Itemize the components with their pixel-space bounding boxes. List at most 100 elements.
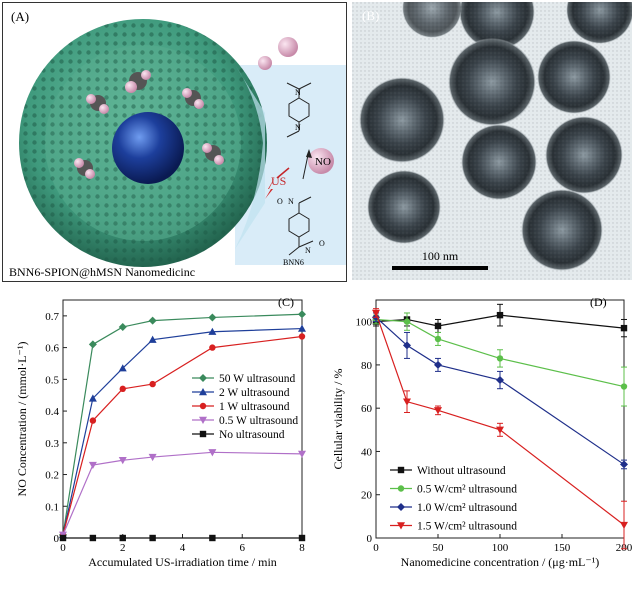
atom-n1: N xyxy=(295,88,301,97)
data-point xyxy=(149,534,156,542)
data-point xyxy=(434,335,442,343)
schematic-illustration: (A) NO xyxy=(9,9,346,279)
us-label: US xyxy=(271,174,286,188)
schematic-caption: BNN6-SPION@hMSN Nanomedicinc xyxy=(9,265,195,279)
data-point xyxy=(88,340,97,349)
data-point xyxy=(298,534,306,542)
atom-n2: N xyxy=(295,123,301,132)
no-molecule xyxy=(278,37,298,57)
panel-b-label: (B) xyxy=(362,8,379,23)
legend-entry: 2 W ultrasound xyxy=(219,387,290,399)
x-tick-label: 100 xyxy=(492,542,509,554)
tem-micrograph: (B) 100 nm xyxy=(352,2,632,280)
data-point xyxy=(620,324,628,332)
y-tick-label: 0.6 xyxy=(45,343,59,355)
x-tick-label: 50 xyxy=(433,542,445,554)
data-point xyxy=(496,376,504,385)
data-point xyxy=(403,398,411,406)
y-tick-label: 0.2 xyxy=(45,470,59,482)
series-4 xyxy=(372,308,628,550)
legend-marker xyxy=(397,466,405,474)
series-line xyxy=(62,335,303,535)
data-point xyxy=(434,360,442,369)
data-point xyxy=(149,380,156,388)
scale-bar xyxy=(392,266,488,270)
data-point xyxy=(403,318,411,325)
x-axis-label: Nanomedicine concentration / (μg·mL⁻¹) xyxy=(401,555,600,569)
legend-marker xyxy=(199,416,207,424)
data-point xyxy=(208,449,217,457)
data-point xyxy=(118,364,127,372)
data-point xyxy=(88,394,97,402)
x-axis-label: Accumulated US-irradiation time / min xyxy=(88,555,277,569)
series-4 xyxy=(59,449,306,539)
legend-entry: 1.0 W/cm² ultrasound xyxy=(417,502,517,514)
data-point xyxy=(148,453,157,462)
y-tick-label: 100 xyxy=(356,317,373,329)
series-1 xyxy=(372,303,628,338)
legend-marker xyxy=(397,503,405,511)
data-point xyxy=(119,534,126,542)
no-label: NO xyxy=(315,156,331,168)
legend-marker xyxy=(397,485,405,492)
y-axis-label: Cellular viability / % xyxy=(331,369,345,470)
data-point xyxy=(620,383,628,390)
legend-entry: 1 W ultrasound xyxy=(219,401,290,413)
panel-a-label: (A) xyxy=(11,9,29,24)
y-tick-label: 60 xyxy=(361,403,373,415)
panel-c-chart: 0 2 4 6 8 0 0.1 0.2 0.3 0.4 0.5 0.6 0.7 Accumulated U… xyxy=(0,288,312,585)
y-tick-label: 0.7 xyxy=(45,311,59,323)
legend-entry: 0.5 W/cm² ultrasound xyxy=(417,484,517,496)
data-point xyxy=(208,327,217,335)
x-tick-label: 4 xyxy=(180,542,186,554)
data-point xyxy=(119,385,126,393)
data-point xyxy=(118,322,127,331)
y-tick-label: 20 xyxy=(361,490,373,502)
data-point xyxy=(89,417,97,424)
no-release-chart: 0 2 4 6 8 0 0.1 0.2 0.3 0.4 0.5 0.6 0.7 Accumulated U… xyxy=(15,295,306,569)
scale-bar-label: 100 nm xyxy=(422,249,459,263)
bnn6-structure xyxy=(286,82,314,256)
x-tick-label: 8 xyxy=(299,542,305,554)
panel-c-label: (C) xyxy=(278,295,294,309)
data-point xyxy=(620,460,628,469)
data-point xyxy=(403,341,411,350)
y-axis-label: NO Concentration / (mmol·L⁻¹) xyxy=(15,342,29,497)
x-tick-label: 2 xyxy=(120,542,126,554)
legend-entry: 50 W ultrasound xyxy=(219,373,295,385)
y-tick-label: 0.1 xyxy=(45,501,59,513)
data-point xyxy=(208,313,217,322)
bnn6-label: BNN6 xyxy=(283,258,304,267)
legend-marker xyxy=(199,374,207,382)
data-point xyxy=(209,534,216,542)
x-tick-label: 6 xyxy=(240,542,246,554)
legend-entry: 1.5 W/cm² ultrasound xyxy=(417,521,517,533)
data-point xyxy=(89,534,97,542)
series-line xyxy=(62,327,303,535)
legend-entry: No ultrasound xyxy=(219,429,285,441)
atom-o2: O xyxy=(319,239,325,248)
atom-o1: O xyxy=(277,197,283,206)
series-3 xyxy=(372,312,628,470)
data-point xyxy=(148,316,157,325)
panel-a-schematic: (A) NO xyxy=(2,2,347,282)
y-tick-label: 0.5 xyxy=(45,374,59,386)
legend-entry: 0.5 W ultrasound xyxy=(219,415,298,427)
y-tick-label: 80 xyxy=(361,360,373,372)
series-line xyxy=(62,313,303,535)
data-point xyxy=(88,461,97,470)
y-tick-label: 0.4 xyxy=(45,406,59,418)
x-tick-label: 150 xyxy=(554,542,571,554)
y-tick-label: 0.3 xyxy=(45,438,59,450)
data-point xyxy=(496,355,504,362)
legend-marker xyxy=(199,388,207,396)
y-tick-label: 40 xyxy=(361,446,373,458)
panel-d-chart: 0 50 100 150 200 0 20 40 60 80 100 Nanomedicine con… xyxy=(318,288,634,585)
series-line xyxy=(62,451,303,536)
panel-d-label: (D) xyxy=(590,295,607,309)
legend-entry: Without ultrasound xyxy=(417,465,506,477)
legend-marker xyxy=(199,430,207,438)
data-point xyxy=(298,333,306,340)
panel-b-tem-image: (B) 100 nm xyxy=(352,2,632,280)
y-tick-label: 0 xyxy=(54,533,60,545)
